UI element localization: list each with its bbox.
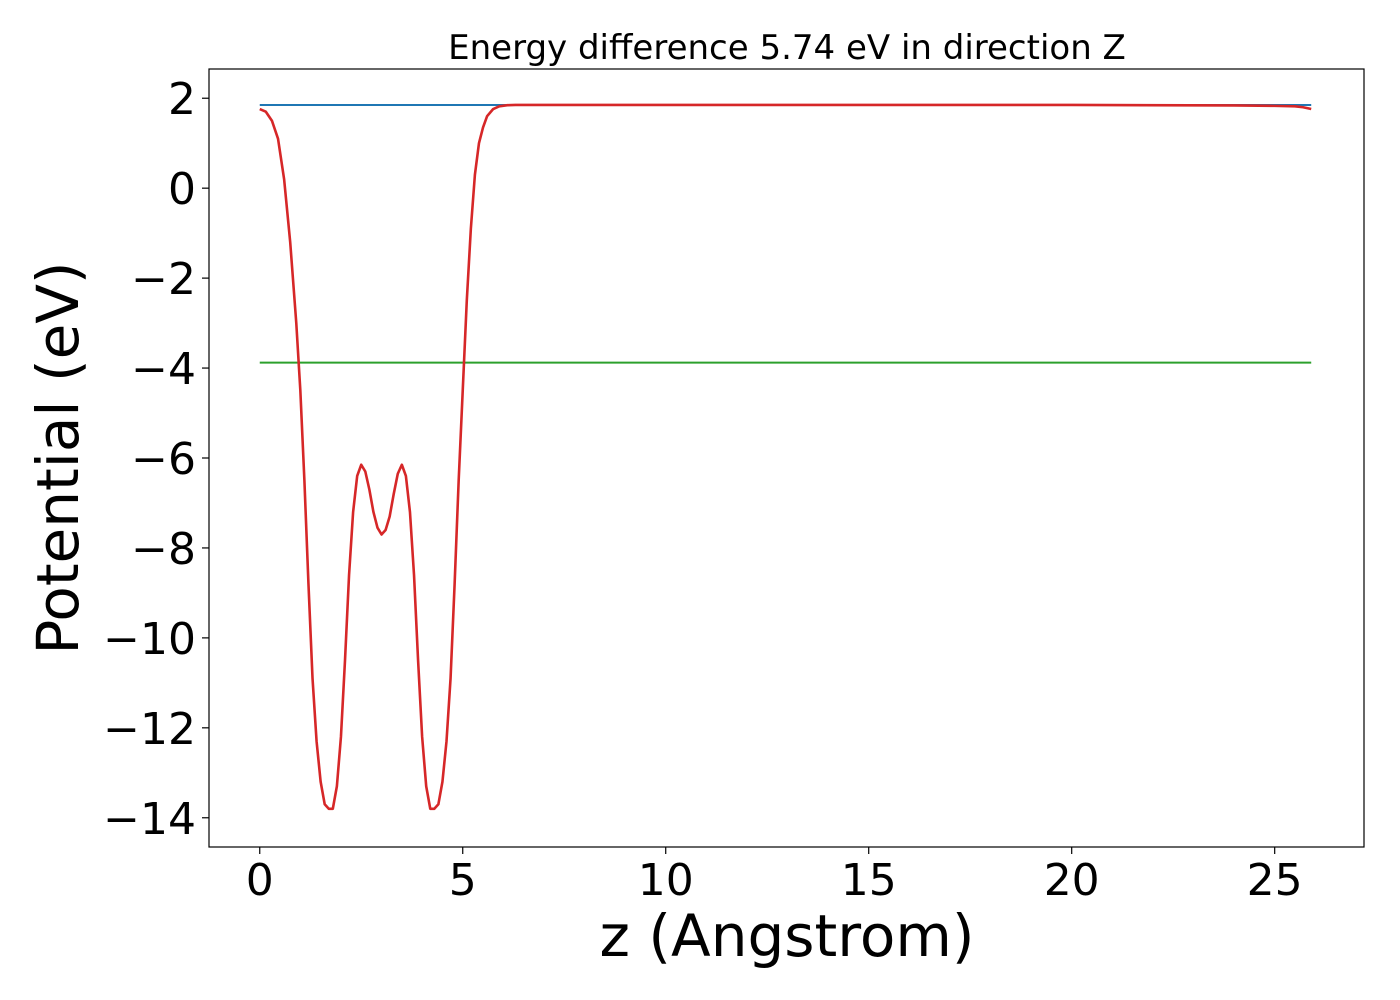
y-tick-label: 0 (168, 164, 196, 215)
y-tick-label: −14 (103, 794, 196, 845)
y-tick-label: −6 (131, 434, 196, 485)
x-tick-label: 15 (841, 855, 897, 906)
y-tick-label: −2 (131, 254, 196, 305)
y-tick-label: −4 (131, 344, 196, 395)
x-axis-label: z (Angstrom) (600, 902, 975, 970)
x-tick-label: 5 (449, 855, 477, 906)
y-axis-label: Potential (eV) (24, 261, 92, 654)
x-tick-label: 10 (638, 855, 694, 906)
series-line-2 (259, 103, 1312, 811)
x-tick-label: 0 (246, 855, 274, 906)
y-tick-label: −8 (131, 524, 196, 575)
x-axis: 0 5 10 15 20 25 (246, 847, 1303, 906)
x-tick-label: 25 (1247, 855, 1303, 906)
y-tick-label: 2 (168, 74, 196, 125)
series-layer (259, 103, 1312, 811)
plot-area (208, 68, 1365, 848)
y-tick-label: −12 (103, 704, 196, 755)
plot-background (209, 69, 1364, 847)
y-tick-label: −10 (103, 614, 196, 665)
y-axis: 2 0 −2 −4 −6 −8 −10 −12 −14 (103, 74, 209, 845)
x-tick-label: 20 (1044, 855, 1100, 906)
chart-title: Energy difference 5.74 eV in direction Z (448, 28, 1126, 68)
